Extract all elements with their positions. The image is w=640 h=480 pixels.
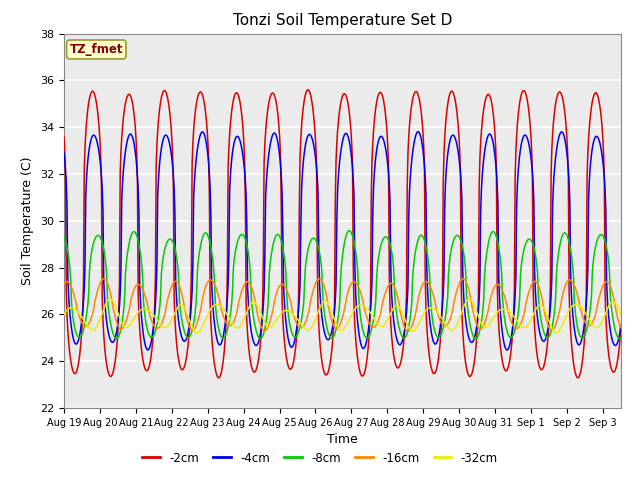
-4cm [475,307,483,312]
-16cm [475,325,483,331]
-16cm [60,281,68,287]
-2cm [60,134,68,140]
-8cm [139,276,147,281]
-2cm [474,318,481,324]
-8cm [319,300,327,306]
Line: -32cm: -32cm [64,299,621,333]
-2cm [63,289,70,295]
-4cm [415,129,422,134]
-32cm [465,296,473,302]
-4cm [144,347,152,353]
-32cm [63,308,70,314]
-2cm [298,123,305,129]
Line: -16cm: -16cm [64,278,621,331]
-4cm [138,319,146,324]
-2cm [319,366,327,372]
-8cm [113,336,120,342]
-32cm [60,312,68,317]
-16cm [617,325,625,331]
Legend: -2cm, -4cm, -8cm, -16cm, -32cm: -2cm, -4cm, -8cm, -16cm, -32cm [138,447,502,469]
Line: -2cm: -2cm [64,90,621,378]
-16cm [316,276,323,281]
X-axis label: Time: Time [327,433,358,446]
-32cm [319,300,326,306]
-16cm [319,281,327,287]
-8cm [461,260,468,265]
Line: -8cm: -8cm [64,230,621,339]
Title: Tonzi Soil Temperature Set D: Tonzi Soil Temperature Set D [233,13,452,28]
-4cm [617,323,625,328]
-16cm [63,278,70,284]
-32cm [474,312,481,317]
-16cm [404,328,412,334]
-32cm [552,330,560,336]
-8cm [298,312,306,317]
-8cm [60,234,68,240]
-2cm [138,350,146,356]
-2cm [304,87,312,93]
-16cm [138,285,146,291]
-4cm [60,150,68,156]
-32cm [298,322,305,328]
-4cm [63,180,70,185]
-8cm [617,335,625,341]
-8cm [346,228,353,233]
-2cm [574,375,582,381]
-8cm [63,241,70,247]
-32cm [460,305,467,311]
-8cm [475,332,483,338]
-2cm [460,348,468,353]
-4cm [298,172,306,178]
-4cm [461,310,468,316]
Text: TZ_fmet: TZ_fmet [70,43,123,56]
Line: -4cm: -4cm [64,132,621,350]
-32cm [138,307,146,312]
-32cm [617,312,625,318]
-4cm [319,324,327,329]
Y-axis label: Soil Temperature (C): Soil Temperature (C) [22,156,35,285]
-16cm [461,277,468,283]
-2cm [617,324,625,330]
-16cm [298,325,305,331]
